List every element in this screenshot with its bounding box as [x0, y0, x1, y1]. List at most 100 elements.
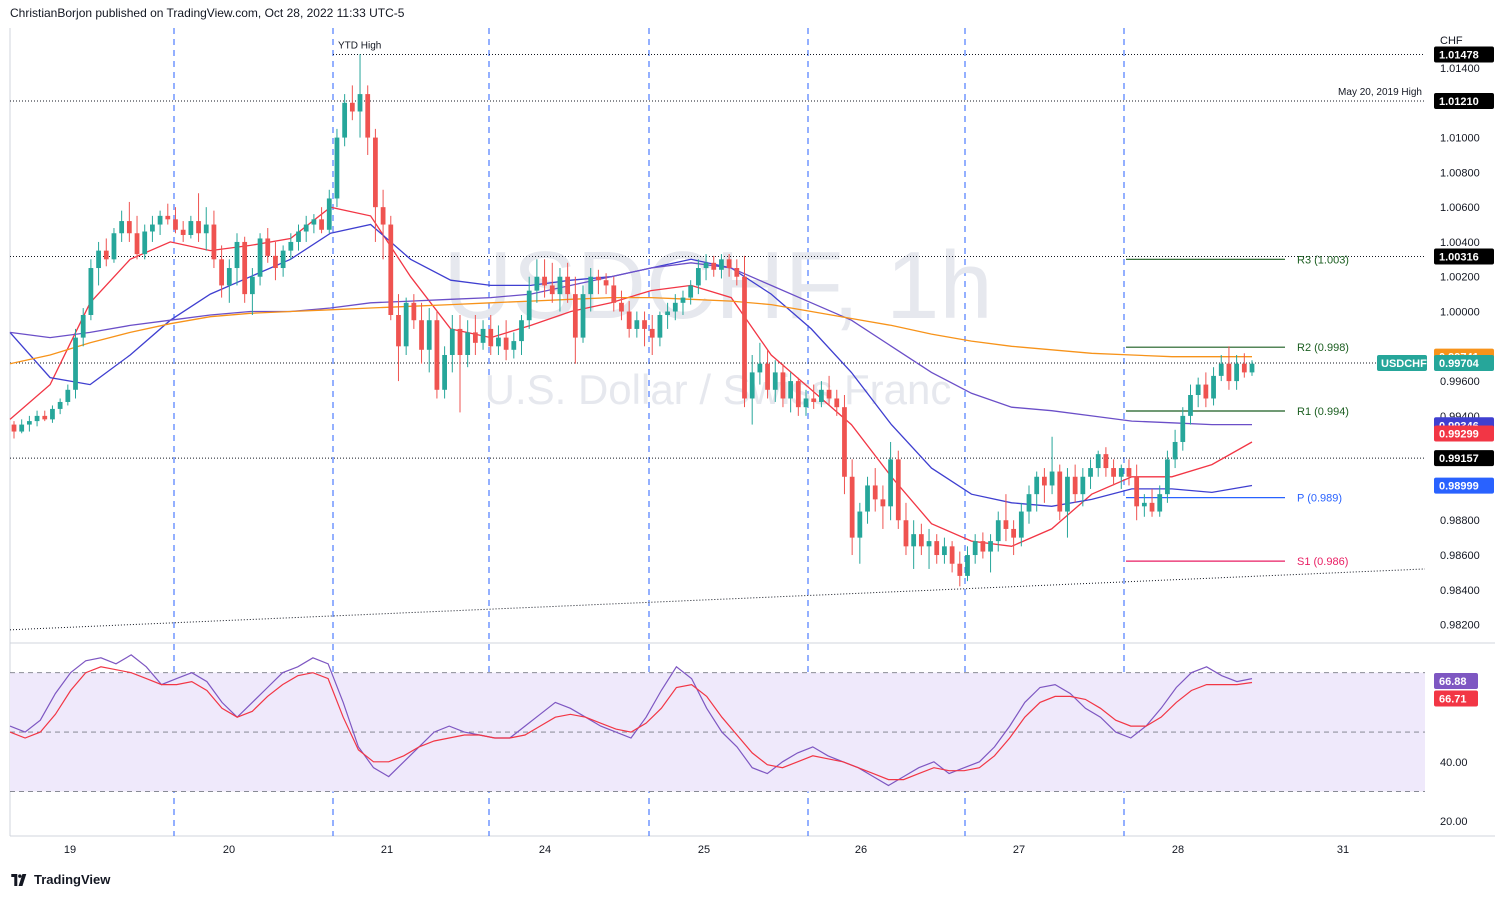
candle-body [65, 389, 71, 402]
candle-body [780, 372, 786, 399]
candle-body [1118, 468, 1124, 477]
candle-body [880, 499, 886, 507]
candle-body [1165, 459, 1170, 495]
candle-body [165, 215, 171, 220]
candle-body [457, 328, 463, 356]
candle-body [357, 94, 363, 112]
symbol-tag-bg [1377, 355, 1427, 372]
time-tick-label: 26 [855, 844, 867, 856]
time-tick-label: 21 [381, 844, 393, 856]
candle-body [449, 328, 455, 356]
time-tick-label: 27 [1013, 844, 1025, 856]
pivot-label: R3 (1.003) [1297, 254, 1349, 266]
trendline [9, 568, 1426, 631]
candle-body [349, 102, 355, 112]
candle-body [403, 302, 409, 347]
candle-body [1203, 384, 1209, 399]
candle-body [903, 520, 909, 547]
candle-body [1095, 454, 1101, 469]
candle-body [726, 259, 732, 269]
pivot-label: P (0.989) [1297, 493, 1342, 505]
candle-body [1234, 363, 1240, 382]
candle-body [480, 328, 486, 343]
candle-body [1088, 468, 1093, 477]
candle-body [888, 459, 893, 507]
candle-body [942, 546, 947, 556]
candle-body [434, 320, 440, 390]
candle-body [688, 285, 694, 298]
candle-body [911, 534, 917, 547]
candle-body [1018, 511, 1024, 538]
price-label-bg [1434, 93, 1494, 110]
candle-body [711, 262, 717, 270]
candle-body [1226, 363, 1232, 382]
moving-average-orange [9, 296, 1252, 365]
candle-body [1072, 476, 1078, 495]
candle-body [1111, 468, 1116, 477]
candle-body [1180, 415, 1186, 442]
candle-body [511, 341, 517, 350]
candle-body [549, 285, 555, 295]
watermark-description: U.S. Dollar / Swiss Franc [485, 366, 952, 413]
rsi-value-label: 66.88 [1439, 676, 1467, 688]
candle-body [419, 320, 424, 350]
candle-body [319, 219, 324, 230]
candle-body [772, 372, 778, 390]
candle-body [150, 224, 155, 232]
candle-body [496, 337, 501, 347]
candle-body [288, 241, 294, 251]
candle-body [503, 337, 509, 350]
rsi-band [10, 672, 1425, 792]
candle-body [173, 219, 178, 230]
candle-body [542, 276, 547, 286]
candle-body [642, 320, 647, 329]
price-tick-label: 1.01400 [1440, 63, 1480, 75]
symbol-tag: USDCHF [1381, 358, 1427, 370]
rsi-signal-bg [1434, 690, 1478, 707]
rsi-value-bg [1434, 672, 1478, 689]
candle-body [1134, 476, 1140, 507]
price-label-bg [1434, 477, 1494, 494]
candle-body [634, 320, 640, 329]
rsi-line [9, 654, 1253, 787]
price-tick-label: 1.00800 [1440, 167, 1480, 179]
candle-body [472, 332, 478, 343]
pivot-label: R2 (0.998) [1297, 342, 1349, 354]
candle-body [788, 381, 794, 399]
pivot-label: R1 (0.994) [1297, 406, 1349, 418]
candle-body [88, 268, 94, 315]
candle-body [972, 541, 978, 556]
price-label-bg [1434, 450, 1494, 467]
time-tick-label: 20 [223, 844, 235, 856]
candle-body [257, 238, 263, 277]
candle-body [1241, 363, 1247, 373]
candle-body [534, 276, 540, 291]
moving-average-red [9, 206, 1253, 547]
candle-body [334, 137, 340, 199]
candle-body [1211, 375, 1216, 399]
candle-body [380, 207, 386, 225]
candle-body [265, 238, 271, 256]
price-label: 0.98999 [1439, 481, 1479, 493]
candle-body [1011, 528, 1017, 538]
candle-body [819, 389, 824, 402]
candle-body [596, 276, 601, 281]
candle-body [619, 302, 624, 312]
price-tick-label: 0.98800 [1440, 515, 1480, 527]
candle-body [488, 328, 494, 347]
candle-body [580, 294, 586, 338]
candle-body [934, 541, 940, 556]
candle-body [426, 320, 432, 350]
candle-body [895, 459, 901, 521]
candle-body [1126, 468, 1132, 477]
candle-body [995, 520, 1001, 542]
time-tick-label: 31 [1337, 844, 1349, 856]
price-label: 0.99704 [1439, 358, 1480, 370]
price-label: 0.99299 [1439, 428, 1479, 440]
candle-body [219, 259, 224, 286]
time-tick-label: 28 [1172, 844, 1184, 856]
candle-body [803, 398, 809, 408]
candle-body [249, 276, 255, 295]
candle-body [649, 328, 655, 338]
candle-body [918, 534, 924, 547]
